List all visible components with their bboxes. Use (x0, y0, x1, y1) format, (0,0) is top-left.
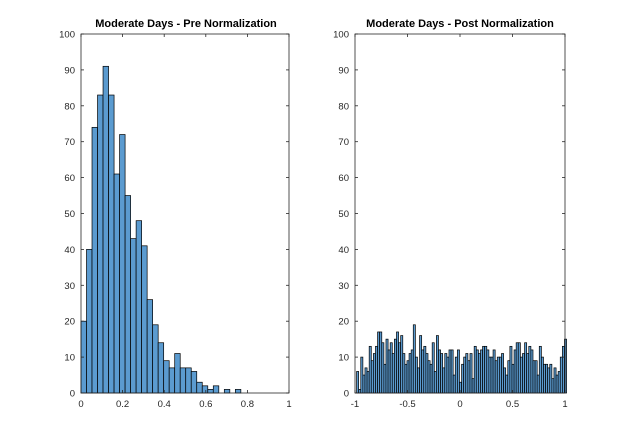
histogram-bar (163, 360, 170, 394)
post-normalization-histogram: Moderate Days - Post Normalization 01020… (333, 18, 568, 410)
x-tick-label: 0.8 (241, 399, 254, 410)
histogram-bar (223, 389, 231, 394)
y-tick-label: 10 (64, 353, 75, 364)
y-tick-label: 50 (64, 209, 75, 220)
x-tick-label: 0.2 (116, 399, 129, 410)
histogram-bar (185, 367, 192, 394)
y-tick-label: 100 (333, 30, 349, 41)
x-tick-label: 0.5 (506, 399, 519, 410)
pre-normalization-histogram: Moderate Days - Pre Normalization 010203… (59, 18, 292, 410)
x-tick-label: 0 (457, 399, 462, 410)
y-tick-label: 30 (338, 281, 349, 292)
x-tick-label: -1 (351, 399, 359, 410)
x-tick-label: 1 (562, 399, 567, 410)
histogram-bar (108, 94, 115, 394)
y-tick-label: 70 (64, 137, 75, 148)
y-tick-label: 60 (64, 173, 75, 184)
histogram-bar (86, 249, 93, 394)
y-tick-label: 80 (338, 101, 349, 112)
y-tick-label: 30 (64, 281, 75, 292)
y-tick-label: 100 (59, 30, 75, 41)
histogram-bar (201, 385, 209, 394)
histogram-bar (91, 126, 98, 394)
histogram-bar (564, 338, 567, 394)
histogram-bar (119, 134, 126, 394)
histogram-bar (135, 220, 142, 394)
histogram-bar (196, 381, 203, 394)
histogram-bar (102, 65, 109, 394)
histogram-bar (152, 324, 159, 394)
y-tick-label: 40 (64, 245, 75, 256)
y-tick-label: 40 (338, 245, 349, 256)
y-tick-label: 50 (338, 209, 349, 220)
y-tick-label: 10 (338, 353, 349, 364)
x-tick-label: -0.5 (399, 399, 415, 410)
y-tick-label: 20 (338, 317, 349, 328)
histogram-bar (141, 245, 148, 394)
y-tick-label: 0 (70, 389, 75, 400)
x-tick-label: 0 (78, 399, 83, 410)
chart-title: Moderate Days - Post Normalization (366, 18, 554, 30)
histogram-bar (174, 353, 181, 394)
y-tick-label: 90 (338, 65, 349, 76)
histogram-bar (190, 371, 198, 394)
histogram-bar (179, 367, 187, 394)
histogram-bar (124, 195, 131, 394)
x-tick-label: 0.4 (158, 399, 171, 410)
histogram-bar (157, 342, 165, 394)
histogram-bar (130, 238, 137, 394)
y-tick-label: 60 (338, 173, 349, 184)
histogram-bar (97, 94, 104, 394)
y-tick-label: 70 (338, 137, 349, 148)
histogram-bar (207, 389, 214, 394)
histogram-bar (146, 299, 153, 394)
y-tick-label: 20 (64, 317, 75, 328)
y-tick-label: 0 (344, 389, 349, 400)
histogram-bar (168, 367, 176, 394)
y-tick-label: 80 (64, 101, 75, 112)
x-tick-label: 0.6 (199, 399, 212, 410)
histogram-bar (234, 389, 242, 394)
y-tick-label: 90 (64, 65, 75, 76)
x-tick-label: 1 (286, 399, 291, 410)
histogram-bar (113, 173, 120, 394)
chart-title: Moderate Days - Pre Normalization (95, 18, 277, 30)
histogram-bar (212, 385, 220, 394)
